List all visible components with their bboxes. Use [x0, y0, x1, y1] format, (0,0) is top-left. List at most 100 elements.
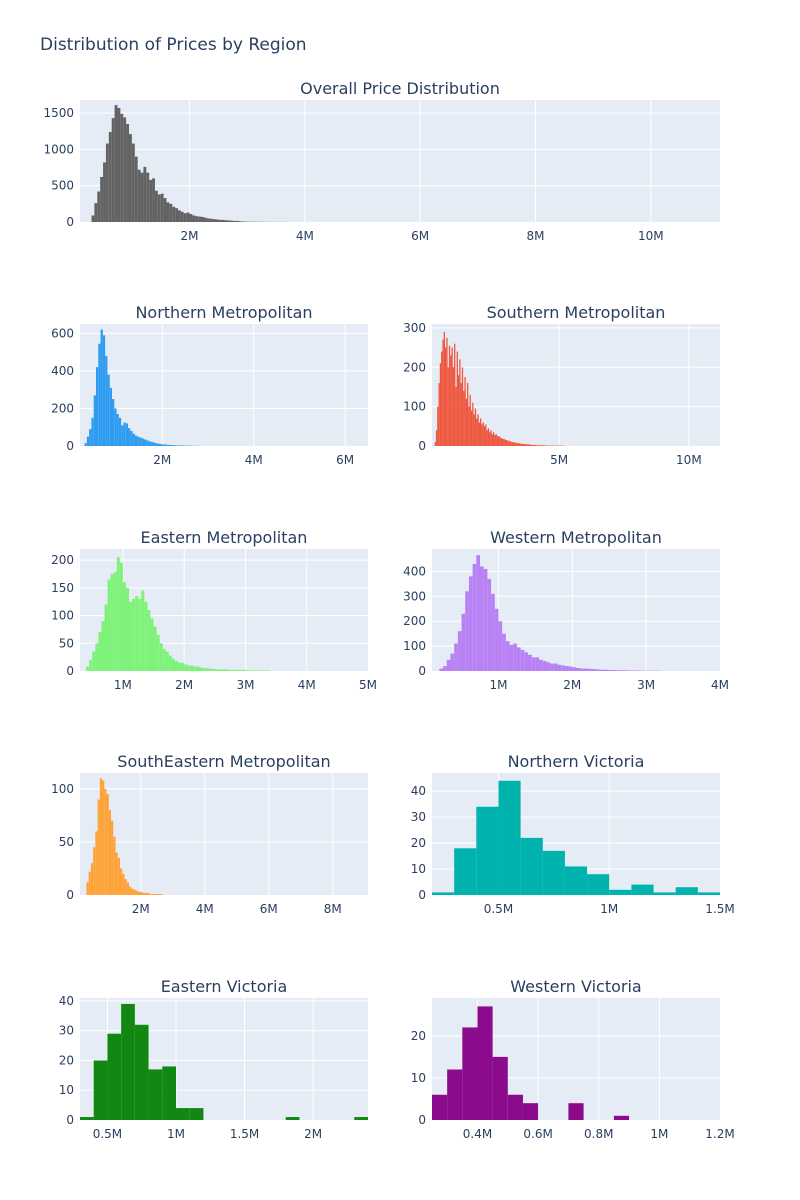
histogram-bar: [160, 193, 164, 222]
histogram-bar: [483, 568, 488, 671]
histogram-bar: [495, 434, 497, 446]
histogram-bar: [476, 418, 478, 446]
x-tick-label: 2M: [563, 678, 581, 692]
histogram-bar: [193, 666, 197, 671]
histogram-bar: [487, 578, 492, 671]
y-tick-label: 40: [59, 994, 74, 1008]
histogram-bar: [472, 563, 477, 671]
histogram-bar: [454, 643, 458, 671]
x-tick-label: 4M: [245, 453, 263, 467]
bars: [432, 780, 720, 895]
histogram-bar: [451, 347, 453, 446]
histogram-bar: [157, 194, 161, 222]
subplot-title: SouthEastern Metropolitan: [117, 752, 330, 771]
histogram-bar: [144, 439, 147, 446]
plot-background: [80, 100, 720, 222]
x-tick-label: 4M: [298, 678, 316, 692]
histogram-bar: [448, 345, 451, 446]
histogram-bar: [150, 441, 154, 446]
histogram-bar: [245, 670, 249, 671]
histogram-bar: [126, 123, 130, 222]
subplot-4: 1M 2M 3M 4M 0 100 200 300 400 Western Metropolita…: [403, 528, 729, 692]
histogram-bar: [101, 621, 105, 671]
histogram-bar: [119, 562, 123, 671]
histogram-bar: [93, 847, 96, 895]
histogram-bar: [454, 848, 477, 895]
histogram-bar: [117, 857, 120, 895]
histogram-bar: [447, 1069, 463, 1120]
histogram-bar: [520, 443, 522, 446]
histogram-bar: [97, 191, 101, 222]
subplot-1: 2M 4M 6M 0 200 400 600 Northern Metropolitan: [51, 303, 368, 467]
histogram-bar: [459, 359, 461, 446]
histogram-bar: [146, 440, 149, 446]
histogram-bar: [248, 670, 252, 671]
histogram-bar: [251, 670, 255, 671]
histogram-bar: [504, 439, 506, 446]
histogram-bar: [140, 891, 143, 895]
histogram-bar: [521, 443, 523, 446]
histogram-bar: [176, 1108, 190, 1120]
histogram-bar: [192, 215, 196, 222]
histogram-bar: [112, 399, 115, 446]
y-tick-label: 300: [403, 589, 426, 603]
histogram-bar: [215, 219, 219, 222]
histogram-bar: [518, 443, 521, 446]
histogram-bar: [98, 632, 102, 671]
histogram-bar: [229, 220, 233, 222]
y-tick-label: 200: [51, 553, 74, 567]
histogram-bar: [508, 441, 510, 446]
histogram-bar: [140, 172, 144, 222]
histogram-bar: [496, 436, 499, 446]
histogram-bar: [165, 651, 169, 671]
histogram-bar: [492, 432, 495, 446]
y-tick-label: 0: [66, 215, 74, 229]
histogram-bar: [128, 886, 132, 895]
x-tick-label: 2M: [153, 453, 171, 467]
histogram-bar: [93, 395, 96, 446]
histogram-bar: [438, 383, 440, 446]
histogram-bar: [89, 659, 93, 671]
histogram-bar: [131, 143, 135, 222]
histogram-bar: [217, 669, 221, 671]
histogram-bar: [98, 343, 101, 446]
subplot-6: 0.5M 1M 1.5M 0 10 20 30 40 Northern Victoria: [411, 752, 735, 916]
x-tick-label: 1M: [167, 1127, 185, 1141]
histogram-bar: [116, 557, 120, 671]
histogram-bar: [126, 882, 129, 895]
histogram-bar: [454, 343, 456, 446]
histogram-bar: [491, 434, 493, 446]
histogram-bar: [121, 425, 124, 446]
x-tick-label: 4M: [296, 229, 314, 243]
histogram-bar: [166, 202, 170, 222]
histogram-bar: [183, 213, 187, 222]
histogram-bar: [202, 668, 206, 671]
x-tick-label: 0.4M: [463, 1127, 492, 1141]
x-tick-label: 6M: [260, 902, 278, 916]
histogram-bar: [260, 670, 264, 671]
histogram-bar: [128, 428, 131, 446]
bars: [86, 778, 163, 895]
histogram-bar: [209, 218, 213, 222]
histogram-bar: [446, 337, 448, 446]
histogram-bar: [168, 655, 172, 671]
histogram-bar: [620, 670, 624, 671]
histogram-bar: [97, 799, 100, 895]
plot-background: [80, 773, 368, 895]
histogram-bar: [138, 598, 142, 671]
histogram-bar: [153, 626, 157, 671]
histogram-bar: [470, 410, 473, 446]
histogram-bar: [490, 430, 492, 446]
histogram-bar: [452, 367, 455, 446]
histogram-bar: [457, 375, 460, 446]
histogram-bar: [100, 176, 104, 222]
bars: [91, 105, 288, 222]
histogram-bar: [135, 890, 138, 895]
histogram-bar: [104, 604, 108, 671]
histogram-bar: [480, 418, 482, 446]
histogram-bar: [354, 1117, 368, 1120]
histogram-bar: [135, 596, 139, 671]
histogram-bar: [477, 414, 479, 446]
histogram-bar: [137, 169, 141, 222]
